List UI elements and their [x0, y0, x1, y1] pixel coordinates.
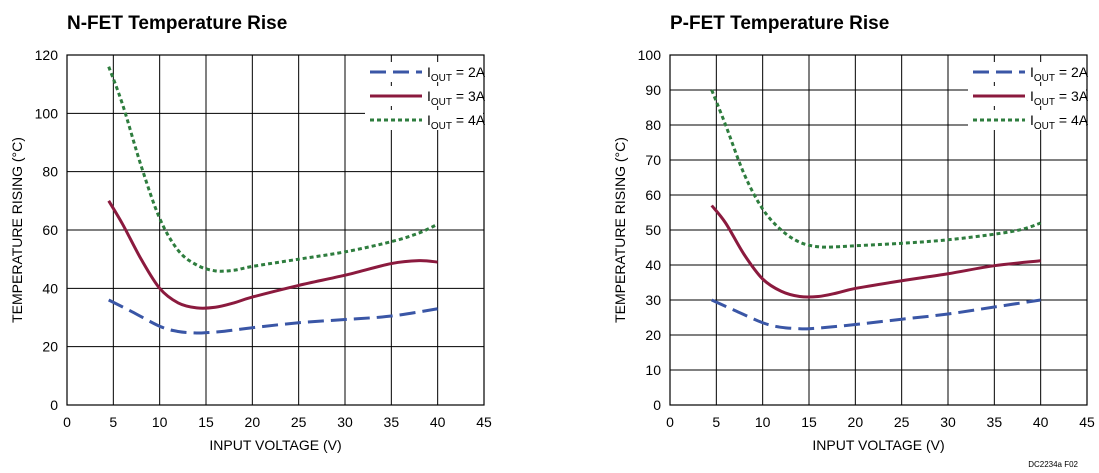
series-line-3 [710, 89, 1042, 249]
y-tick-label: 70 [645, 152, 661, 168]
x-tick-label: 45 [1079, 414, 1095, 430]
legend-label: IOUT = 3A [1030, 88, 1089, 108]
x-tick-label: 10 [152, 414, 168, 430]
legend: IOUT = 2A IOUT = 3A IOUT = 4A [365, 62, 486, 132]
x-tick-label: 20 [848, 414, 864, 430]
x-tick-label: 35 [987, 414, 1003, 430]
series-line-1 [108, 298, 438, 335]
y-tick-label: 40 [42, 280, 58, 296]
legend-item-bg [968, 62, 1086, 82]
series-line-2 [710, 204, 1041, 299]
x-tick-label: 45 [476, 414, 492, 430]
x-tick-label: 40 [430, 414, 446, 430]
y-tick-label: 100 [638, 47, 662, 63]
chart-title: P-FET Temperature Rise [670, 13, 889, 34]
x-tick-label: 10 [755, 414, 771, 430]
x-tick-label: 0 [666, 414, 674, 430]
y-axis-label: TEMPERATURE RISING (°C) [9, 137, 25, 323]
chart-2: P-FET Temperature Rise 0 5 10 15 20 25 30 35 40 45… [612, 13, 1095, 453]
y-tick-label: 0 [50, 397, 58, 413]
series-line-1 [711, 298, 1041, 331]
legend-label: IOUT = 2A [427, 64, 486, 84]
y-tick-label: 0 [653, 397, 661, 413]
y-tick-label: 80 [645, 117, 661, 133]
figure-footnote: DC2234a F02 [1028, 460, 1078, 469]
y-axis-label: TEMPERATURE RISING (°C) [612, 137, 628, 323]
x-tick-label: 30 [337, 414, 353, 430]
x-tick-label: 5 [109, 414, 117, 430]
legend-item-bg [365, 86, 483, 106]
x-axis-label: INPUT VOLTAGE (V) [812, 437, 944, 453]
legend-label: IOUT = 3A [427, 88, 486, 108]
y-tick-label: 20 [645, 327, 661, 343]
y-tick-label: 50 [645, 222, 661, 238]
x-tick-label: 15 [801, 414, 817, 430]
y-tick-label: 60 [645, 187, 661, 203]
x-tick-label: 25 [291, 414, 307, 430]
x-axis-label: INPUT VOLTAGE (V) [209, 437, 341, 453]
y-tick-label: 40 [645, 257, 661, 273]
legend-item-bg [365, 110, 483, 130]
legend-item-bg [968, 110, 1086, 130]
legend-label: IOUT = 4A [1030, 112, 1089, 132]
plot-frame [669, 54, 1088, 406]
x-tick-label: 15 [198, 414, 214, 430]
series-line-2 [107, 200, 438, 310]
x-tick-label: 35 [384, 414, 400, 430]
y-tick-label: 30 [645, 292, 661, 308]
series-line-3 [107, 66, 439, 273]
y-tick-label: 100 [35, 105, 59, 121]
x-tick-label: 20 [245, 414, 261, 430]
y-tick-label: 60 [42, 222, 58, 238]
x-tick-label: 40 [1033, 414, 1049, 430]
y-tick-label: 20 [42, 339, 58, 355]
y-tick-label: 120 [35, 47, 59, 63]
x-tick-label: 0 [63, 414, 71, 430]
chart-title: N-FET Temperature Rise [67, 13, 287, 34]
x-tick-label: 25 [894, 414, 910, 430]
plot-frame [66, 54, 485, 406]
legend-item-bg [365, 62, 483, 82]
y-tick-label: 90 [645, 82, 661, 98]
y-tick-label: 10 [645, 362, 661, 378]
legend: IOUT = 2A IOUT = 3A IOUT = 4A [968, 62, 1089, 132]
x-tick-label: 30 [940, 414, 956, 430]
legend-item-bg [968, 86, 1086, 106]
chart-1: N-FET Temperature Rise 0 5 10 15 20 25 30 35 40 45… [9, 13, 492, 453]
x-tick-label: 5 [712, 414, 720, 430]
legend-label: IOUT = 4A [427, 112, 486, 132]
y-tick-label: 80 [42, 164, 58, 180]
legend-label: IOUT = 2A [1030, 64, 1089, 84]
